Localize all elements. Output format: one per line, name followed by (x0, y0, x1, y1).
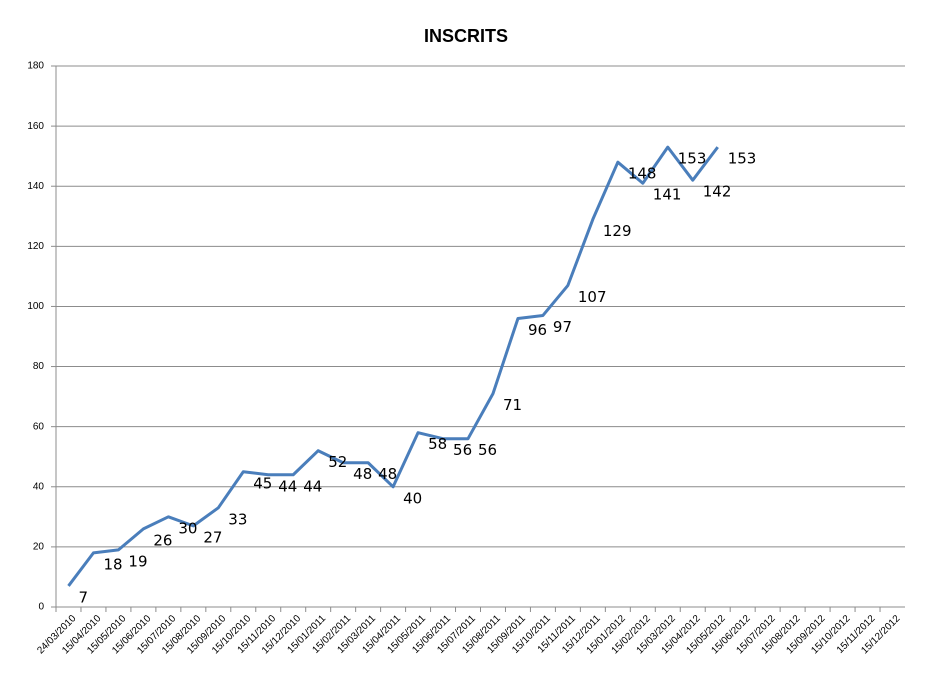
data-label: 153 (678, 150, 707, 168)
data-label: 142 (703, 183, 732, 201)
y-tick-label: 120 (27, 241, 44, 252)
chart-title: INSCRITS (424, 26, 508, 46)
y-tick-label: 60 (33, 421, 45, 432)
data-label: 141 (653, 186, 682, 204)
line-series (67, 145, 719, 587)
data-label: 40 (403, 489, 422, 507)
data-label: 129 (603, 222, 632, 240)
data-label: 26 (153, 531, 172, 549)
data-label: 44 (303, 477, 322, 495)
data-label: 96 (528, 321, 547, 339)
data-label: 45 (253, 474, 272, 492)
y-tick-label: 140 (27, 181, 44, 192)
data-label: 107 (578, 288, 607, 306)
data-label: 30 (178, 519, 197, 537)
data-label: 19 (128, 552, 147, 570)
y-tick-label: 40 (33, 481, 45, 492)
data-label: 48 (378, 465, 397, 483)
data-label: 97 (553, 318, 572, 336)
y-tick-label: 0 (38, 602, 44, 613)
data-label: 44 (278, 477, 297, 495)
data-label: 7 (78, 588, 88, 606)
data-label: 33 (228, 510, 247, 528)
data-label: 56 (478, 441, 497, 459)
y-tick-label: 20 (33, 542, 45, 553)
data-label: 148 (628, 165, 657, 183)
data-label: 27 (203, 528, 222, 546)
data-label: 52 (328, 453, 347, 471)
y-tick-label: 80 (33, 361, 45, 372)
data-label: 153 (728, 150, 757, 168)
y-tick-label: 180 (27, 61, 44, 72)
data-label: 71 (503, 396, 522, 414)
data-label: 58 (428, 435, 447, 453)
y-tick-label: 100 (27, 301, 44, 312)
data-label: 18 (103, 555, 122, 573)
data-label: 56 (453, 441, 472, 459)
y-tick-label: 160 (27, 121, 44, 132)
data-label: 48 (353, 465, 372, 483)
